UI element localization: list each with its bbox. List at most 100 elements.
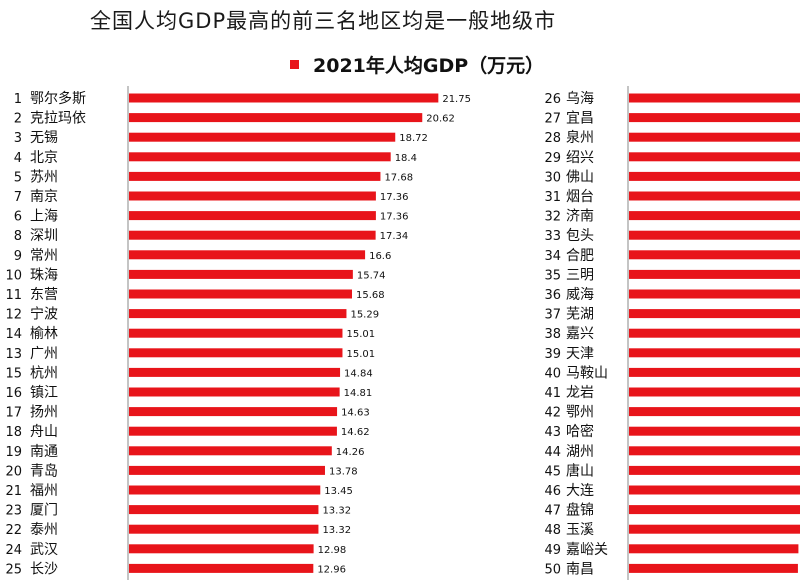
city-label: 宁波 (30, 306, 58, 323)
bar (629, 524, 800, 534)
rank-label: 22 (5, 523, 22, 538)
value-label: 13.32 (322, 525, 351, 536)
city-label: 南通 (30, 444, 58, 460)
city-label: 嘉峪关 (566, 542, 608, 558)
slide-title: 全国人均GDP最高的前三名地区均是一般地级市 (90, 9, 557, 33)
value-label: 17.34 (380, 231, 409, 242)
rank-label: 36 (544, 288, 561, 303)
bar (129, 93, 439, 103)
value-label: 13.32 (322, 506, 351, 517)
bar (129, 152, 391, 162)
city-label: 合肥 (566, 248, 594, 264)
bar (629, 191, 800, 201)
value-label: 15.01 (346, 349, 375, 360)
rank-label: 6 (14, 210, 22, 225)
city-label: 扬州 (30, 405, 58, 421)
rank-label: 13 (5, 347, 22, 362)
value-label: 15.01 (346, 329, 375, 340)
rank-label: 8 (14, 229, 22, 244)
rank-label: 5 (14, 170, 22, 185)
value-label: 14.62 (341, 427, 370, 438)
rank-label: 43 (544, 425, 561, 440)
bar (629, 563, 798, 573)
bar (629, 93, 800, 103)
city-label: 玉溪 (566, 522, 594, 538)
value-label: 17.68 (384, 172, 413, 183)
bar (629, 171, 800, 181)
bar (629, 113, 800, 123)
rank-label: 16 (5, 386, 22, 401)
rank-label: 40 (544, 366, 561, 381)
city-label: 长沙 (30, 561, 58, 577)
rank-label: 18 (5, 425, 22, 440)
rank-label: 27 (544, 112, 561, 127)
rank-label: 14 (5, 327, 22, 342)
city-label: 哈密 (566, 423, 594, 440)
city-label: 芜湖 (566, 306, 594, 323)
rank-label: 28 (544, 131, 561, 146)
city-label: 嘉兴 (566, 326, 594, 342)
bar (629, 367, 800, 377)
city-label: 舟山 (30, 424, 58, 440)
rank-label: 37 (544, 308, 561, 323)
value-label: 18.4 (395, 153, 417, 164)
rank-label: 20 (5, 464, 22, 479)
value-label: 18.72 (399, 133, 428, 144)
city-label: 广州 (30, 346, 58, 362)
city-label: 青岛 (30, 463, 58, 479)
city-label: 泉州 (566, 129, 594, 146)
rank-label: 44 (544, 445, 561, 460)
city-label: 烟台 (566, 189, 594, 205)
city-label: 乌海 (566, 91, 594, 107)
rank-label: 30 (544, 170, 561, 185)
city-label: 上海 (30, 209, 58, 225)
rank-label: 35 (544, 268, 561, 283)
city-label: 佛山 (566, 169, 594, 185)
rank-label: 1 (14, 92, 22, 107)
city-label: 无锡 (30, 130, 58, 146)
city-label: 克拉玛依 (30, 111, 86, 127)
bar (629, 348, 800, 358)
city-label: 包头 (566, 228, 594, 244)
bar (629, 132, 800, 142)
rank-label: 41 (544, 386, 561, 401)
rank-label: 49 (544, 543, 561, 558)
city-label: 杭州 (30, 365, 58, 381)
bar (629, 446, 800, 456)
rank-label: 3 (14, 131, 22, 146)
bar (129, 446, 332, 456)
bar (129, 289, 353, 299)
city-label: 鄂尔多斯 (30, 90, 86, 107)
rank-label: 38 (544, 327, 561, 342)
bar (129, 191, 376, 201)
city-label: 威海 (566, 287, 594, 303)
bar (629, 426, 800, 436)
rank-label: 24 (5, 543, 22, 558)
bar (129, 250, 366, 260)
value-label: 15.29 (350, 310, 379, 321)
city-label: 常州 (30, 248, 58, 264)
bar (129, 230, 376, 240)
city-label: 唐山 (566, 462, 594, 479)
city-label: 榆林 (30, 326, 58, 342)
rank-label: 9 (14, 249, 22, 264)
bar (129, 309, 347, 319)
bar (129, 113, 423, 123)
city-label: 厦门 (30, 503, 58, 519)
rank-label: 32 (544, 210, 561, 225)
value-label: 14.63 (341, 408, 370, 419)
bar (129, 544, 314, 554)
value-label: 17.36 (380, 192, 409, 203)
rank-label: 15 (5, 366, 22, 381)
city-label: 珠海 (30, 267, 58, 283)
rank-label: 11 (5, 288, 22, 303)
value-label: 12.96 (317, 564, 346, 575)
rank-label: 23 (5, 504, 22, 519)
bar (629, 328, 800, 338)
value-label: 20.62 (426, 114, 455, 125)
bar (129, 407, 338, 417)
bar (629, 465, 800, 475)
bar (629, 387, 800, 397)
city-label: 盘锦 (566, 502, 594, 519)
